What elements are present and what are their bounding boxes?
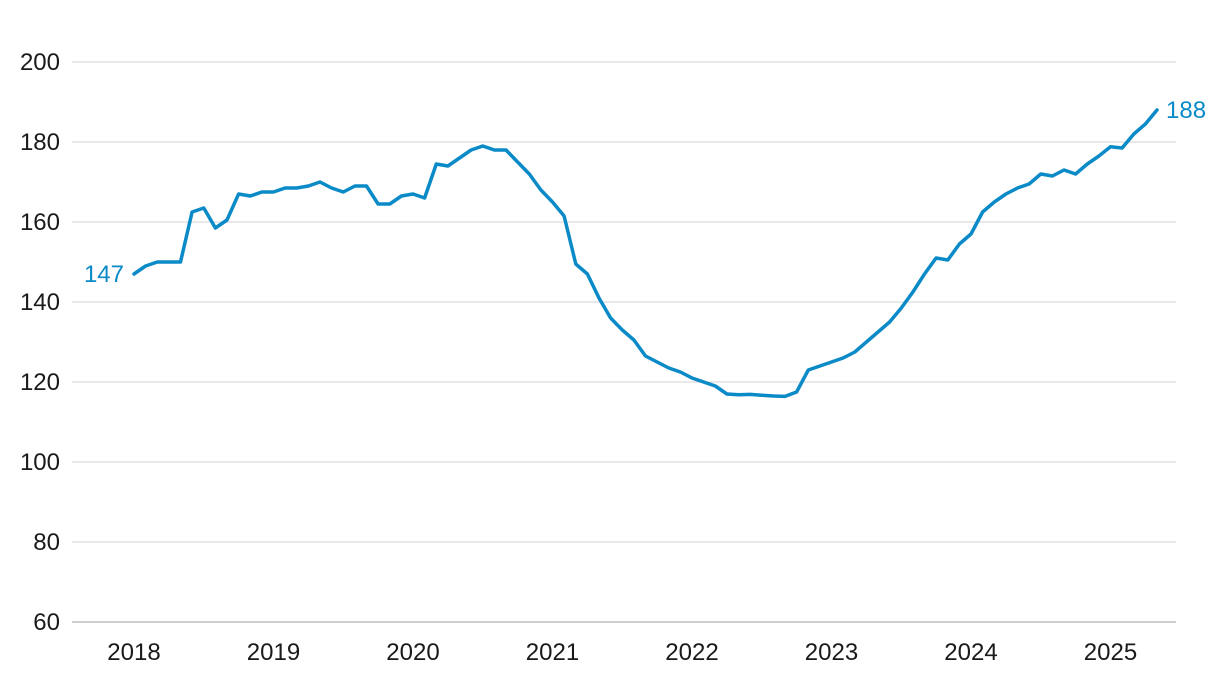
y-tick-label: 100: [20, 449, 60, 476]
y-tick-label: 200: [20, 49, 60, 76]
x-tick-label: 2022: [665, 639, 718, 666]
x-tick-label: 2023: [805, 639, 858, 666]
x-tick-label: 2024: [944, 639, 997, 666]
x-axis-ticks: 2018 2019 2020 2021 2022 2023 2024 2025: [107, 639, 1137, 666]
x-tick-label: 2018: [107, 639, 160, 666]
y-tick-label: 120: [20, 369, 60, 396]
end-value-label: 188: [1166, 97, 1206, 124]
grid-layer: [72, 61, 1176, 623]
y-tick-label: 160: [20, 209, 60, 236]
y-tick-label: 140: [20, 289, 60, 316]
start-value-label: 147: [84, 261, 124, 288]
x-tick-label: 2020: [386, 639, 439, 666]
y-tick-label: 80: [33, 529, 60, 556]
x-tick-label: 2021: [526, 639, 579, 666]
y-axis-ticks: 60 80 100 120 140 160 180 200: [20, 49, 60, 636]
y-tick-label: 60: [33, 609, 60, 636]
x-tick-label: 2019: [247, 639, 300, 666]
y-tick-label: 180: [20, 129, 60, 156]
series-line: [132, 108, 1159, 399]
x-tick-label: 2025: [1084, 639, 1137, 666]
